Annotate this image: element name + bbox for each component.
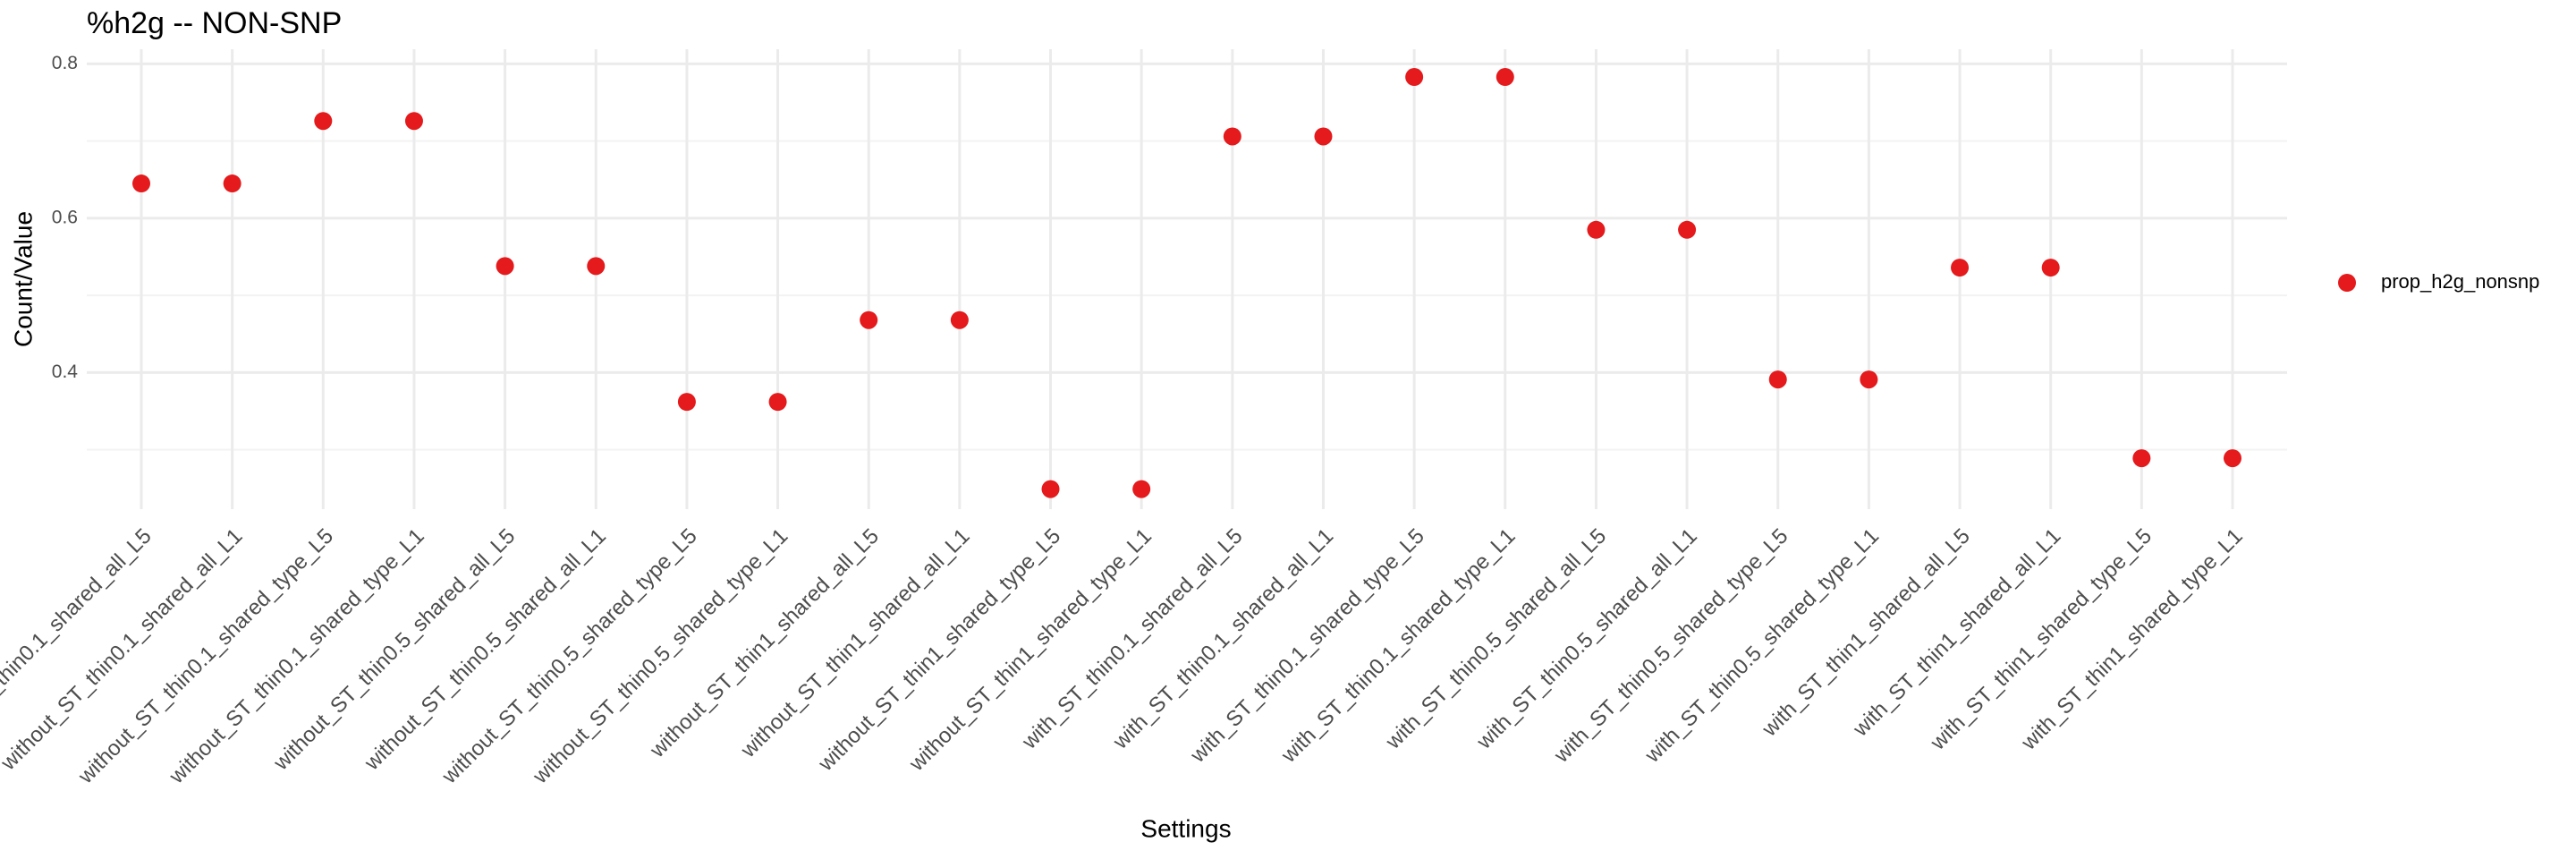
y-tick-label: 0.4	[52, 361, 79, 382]
point	[860, 310, 878, 329]
legend-marker	[2338, 274, 2356, 292]
x-axis-label: Settings	[1140, 814, 1231, 842]
point	[496, 257, 514, 276]
point	[404, 112, 423, 131]
point	[677, 393, 696, 412]
point	[132, 174, 150, 193]
y-tick-label: 0.6	[52, 207, 78, 227]
point	[1041, 480, 1060, 498]
point	[1496, 68, 1514, 87]
point	[768, 393, 787, 412]
point	[1860, 370, 1878, 389]
point	[1132, 480, 1151, 498]
chart-title: %h2g -- NON-SNP	[87, 6, 342, 40]
point	[950, 310, 969, 329]
point	[1223, 127, 1241, 146]
point	[223, 174, 242, 193]
point	[1768, 370, 1787, 389]
point	[2132, 449, 2151, 468]
point	[1951, 259, 1970, 277]
point	[1314, 127, 1333, 146]
point	[587, 257, 606, 276]
point	[314, 112, 333, 131]
point	[2041, 259, 2060, 277]
point	[2224, 449, 2241, 468]
y-axis-label: Count/Value	[9, 211, 37, 347]
point	[1678, 220, 1697, 239]
point	[1405, 68, 1424, 87]
point	[1587, 220, 1606, 239]
legend-label: prop_h2g_nonsnp	[2381, 270, 2539, 293]
y-tick-label: 0.8	[52, 53, 78, 73]
